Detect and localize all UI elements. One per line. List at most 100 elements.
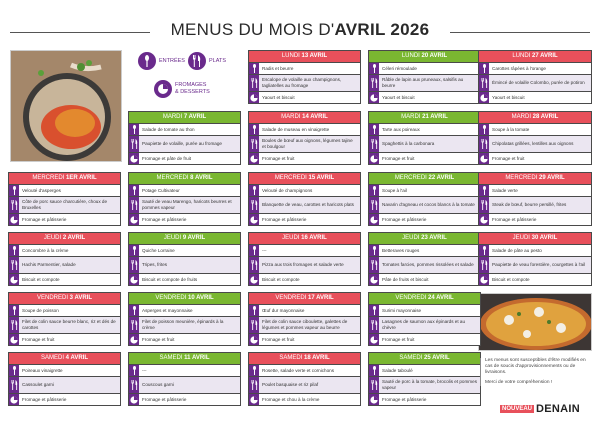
pie-clock-icon bbox=[369, 334, 379, 345]
page-title: MENUS DU MOIS D'AVRIL 2026 bbox=[170, 20, 430, 39]
fork-knife-icon bbox=[249, 197, 259, 213]
menu-day-vendredi17: VENDREDI 17 AVRIL Œuf dur mayonnaise Fil… bbox=[248, 292, 361, 346]
fork-knife-icon bbox=[369, 257, 379, 273]
plat-row: Lasagnes de saumon aux épinards et au ch… bbox=[369, 316, 480, 333]
spoon-icon bbox=[9, 245, 19, 256]
plat-text: Paupiette de volaille, purée au fromage bbox=[139, 136, 240, 152]
spoon-icon bbox=[138, 52, 156, 70]
entree-text: Betteraves rouges bbox=[382, 247, 420, 253]
plat-row: Sauté de porc à la tomate, brocolis et p… bbox=[369, 376, 480, 393]
entree-row: Salade taboulé bbox=[369, 364, 480, 376]
plat-text: Lasagnes de saumon aux épinards et au ch… bbox=[379, 317, 480, 333]
day-header: MARDI 28 AVRIL bbox=[479, 112, 591, 123]
pie-clock-icon bbox=[479, 274, 489, 285]
title-line-right bbox=[450, 32, 590, 33]
entree-text: Salade de tomate au thon bbox=[142, 126, 195, 132]
pie-clock-icon bbox=[479, 214, 489, 225]
day-header: LUNDI 20 AVRIL bbox=[369, 51, 480, 62]
spoon-icon bbox=[479, 185, 489, 196]
day-header: LUNDI 27 AVRIL bbox=[479, 51, 591, 62]
fork-knife-icon bbox=[9, 197, 19, 213]
plat-row: Filet de poisson meunière, épinards à la… bbox=[129, 316, 240, 333]
dessert-row: Fromage et pâtisserie bbox=[369, 393, 480, 405]
entree-row: Radis et beurre bbox=[249, 62, 360, 74]
entree-row: Salade de pâte au pesto bbox=[479, 244, 591, 256]
entree-row: Céleri rémoulade bbox=[369, 62, 480, 74]
plat-row: Tripes, frites bbox=[129, 256, 240, 273]
spoon-icon bbox=[479, 124, 489, 135]
plat-row: Filet de colin sauce beurre blanc, riz e… bbox=[9, 316, 120, 333]
plat-row: Steak de bœuf, beurre persillé, frites bbox=[479, 196, 591, 213]
menu-day-mercredi8: MERCREDI 8 AVRIL Potage Cultivateur Saut… bbox=[128, 172, 241, 226]
plat-text: Boules de bœuf aux oignons, légumes taji… bbox=[259, 136, 360, 152]
entree-row: Soupe à la tomate bbox=[479, 123, 591, 135]
fork-knife-icon bbox=[369, 317, 379, 333]
pie-clock-icon bbox=[9, 394, 19, 405]
menu-day-jeudi16: JEUDI 16 AVRIL --- Pizza aux trois froma… bbox=[248, 232, 361, 286]
entree-text: Soupe à la tomate bbox=[492, 126, 530, 132]
dessert-text: Fromage et pâtisserie bbox=[262, 216, 307, 222]
plat-text: Paupiette de veau forestière, courgettes… bbox=[489, 257, 591, 273]
pie-clock-icon bbox=[249, 214, 259, 225]
entree-text: Salade de pâte au pesto bbox=[492, 247, 542, 253]
spoon-icon bbox=[249, 365, 259, 376]
spoon-icon bbox=[249, 245, 259, 256]
entree-text: Poireaux vinaigrette bbox=[22, 367, 63, 373]
plat-text: Spaghettis à la carbonara bbox=[379, 136, 480, 152]
entree-text: Salade de museau en vinaigrette bbox=[262, 126, 330, 132]
plat-text: Tripes, frites bbox=[139, 257, 240, 273]
entree-text: Salade verte bbox=[492, 187, 518, 193]
spoon-icon bbox=[129, 185, 139, 196]
day-header: SAMEDI 11 AVRIL bbox=[129, 353, 240, 364]
menu-day-mercredi1: MERCREDI 1er AVRIL Velouté d'asperges Cô… bbox=[8, 172, 121, 226]
pie-clock-icon bbox=[249, 153, 259, 164]
dessert-text: Yaourt et biscuit bbox=[262, 94, 295, 100]
menu-day-mardi7: MARDI 7 AVRIL Salade de tomate au thon P… bbox=[128, 111, 241, 165]
menu-day-mercredi22: MERCREDI 22 AVRIL Soupe à l'ail Navarin … bbox=[368, 172, 481, 226]
plat-text: Pizza aux trois fromages et salade verte bbox=[259, 257, 360, 273]
spoon-icon bbox=[129, 305, 139, 316]
day-header: MARDI 7 AVRIL bbox=[129, 112, 240, 123]
pie-clock-icon bbox=[129, 394, 139, 405]
spoon-icon bbox=[9, 185, 19, 196]
plat-text: Couscous garni bbox=[139, 377, 240, 393]
fork-knife-icon bbox=[369, 197, 379, 213]
day-header: JEUDI 23 AVRIL bbox=[369, 233, 480, 244]
plat-text: Filet de poisson meunière, épinards à la… bbox=[139, 317, 240, 333]
day-header: MARDI 14 AVRIL bbox=[249, 112, 360, 123]
dessert-text: Pâte de fruits et biscuit bbox=[382, 276, 429, 282]
dessert-text: Fromage et pâtisserie bbox=[22, 216, 67, 222]
day-header: VENDREDI 3 AVRIL bbox=[9, 293, 120, 304]
dessert-row: Fromage et fruit bbox=[129, 333, 240, 345]
entree-row: Soupe de poisson bbox=[9, 304, 120, 316]
pie-clock-icon bbox=[479, 153, 489, 164]
spoon-icon bbox=[249, 63, 259, 74]
entree-row: Asperges et mayonnaise bbox=[129, 304, 240, 316]
entree-text: Asperges et mayonnaise bbox=[142, 307, 193, 313]
entree-row: Betteraves rouges bbox=[369, 244, 480, 256]
day-header: JEUDI 2 AVRIL bbox=[9, 233, 120, 244]
plat-row: Blanquette de veau, carottes et haricots… bbox=[249, 196, 360, 213]
plat-text: Cassoulet garni bbox=[19, 377, 120, 393]
fork-knife-icon bbox=[129, 257, 139, 273]
spoon-icon bbox=[9, 305, 19, 316]
dessert-text: Fromage et fruit bbox=[262, 155, 295, 161]
plat-text: Poulet basquaise et riz pilaf bbox=[259, 377, 360, 393]
spoon-icon bbox=[369, 365, 379, 376]
dessert-row: Fromage et fruit bbox=[369, 333, 480, 345]
spoon-icon bbox=[129, 245, 139, 256]
day-header: MARDI 21 AVRIL bbox=[369, 112, 480, 123]
food-photo-chicken-rice bbox=[10, 50, 122, 162]
dessert-text: Fromage et fruit bbox=[22, 336, 55, 342]
entree-row: Poireaux vinaigrette bbox=[9, 364, 120, 376]
menu-day-vendredi24: VENDREDI 24 AVRIL Surimi mayonnaise Lasa… bbox=[368, 292, 481, 346]
legend: ENTRÉES PLATS FROMAGES & DESSERTS bbox=[128, 48, 240, 108]
plat-row: Boules de bœuf aux oignons, légumes taji… bbox=[249, 135, 360, 152]
day-header: SAMEDI 18 AVRIL bbox=[249, 353, 360, 364]
plat-text: Hachis Parmentier, salade bbox=[19, 257, 120, 273]
dessert-row: Fromage et pâtisserie bbox=[369, 213, 480, 225]
dessert-row: Fromage et fruit bbox=[479, 152, 591, 164]
fork-knife-icon bbox=[249, 317, 259, 333]
dessert-row: Fromage et fruit bbox=[249, 333, 360, 345]
fork-knife-icon bbox=[129, 317, 139, 333]
